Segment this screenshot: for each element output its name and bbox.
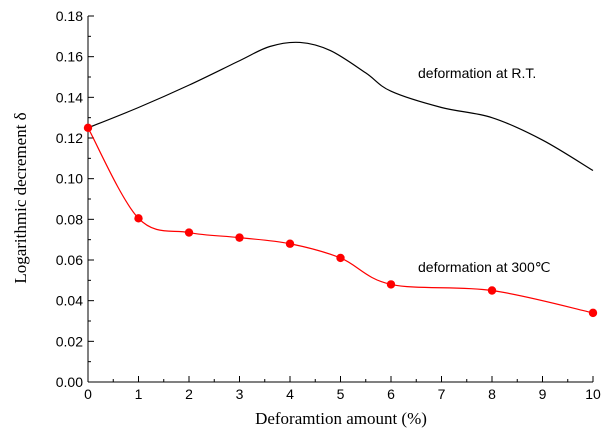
axes: 0 1 2 3 4 5 6 7 8 9 10 0.00 0.02 0.04 0.06 0.08 0.10 0.12… [56,8,601,402]
x-tick-label: 10 [585,386,601,402]
data-point [588,308,598,318]
x-tick-label: 1 [135,386,143,402]
data-point [285,239,295,248]
x-tick-label: 9 [539,386,547,402]
data-point [83,123,93,133]
series-line-0 [87,41,594,172]
data-point [134,214,143,223]
y-tick-label: 0.08 [56,211,83,227]
data-point [184,228,194,237]
x-axis-title: Deforamtion amount (%) [255,409,427,428]
y-tick-label: 0.16 [56,49,83,65]
annotation-300c: deformation at 300℃ [418,259,550,275]
series-layer [83,41,598,318]
y-tick-label: 0.10 [56,171,83,187]
annotation-rt: deformation at R.T. [418,65,536,81]
x-tick-label: 0 [84,386,92,402]
x-tick-label: 7 [438,386,446,402]
x-tick-label: 3 [236,386,244,402]
y-tick-label: 0.18 [56,8,83,24]
y-tick-label: 0.14 [56,89,83,105]
data-point [487,286,497,295]
data-point [386,280,396,289]
x-tick-label: 2 [185,386,193,402]
y-axis-title: Logarithmic decrement δ [11,112,30,283]
x-tick-label: 4 [286,386,294,402]
x-tick-label: 5 [337,386,345,402]
data-point [336,253,345,263]
x-tick-label: 8 [488,386,496,402]
series-line-1 [87,127,594,314]
y-tick-label: 0.04 [56,293,83,309]
y-tick-label: 0.02 [56,333,83,349]
x-tick-label: 6 [387,386,395,402]
y-tick-label: 0.00 [56,374,83,390]
data-point [235,233,244,242]
y-tick-label: 0.12 [56,130,83,146]
y-tick-label: 0.06 [56,252,83,268]
